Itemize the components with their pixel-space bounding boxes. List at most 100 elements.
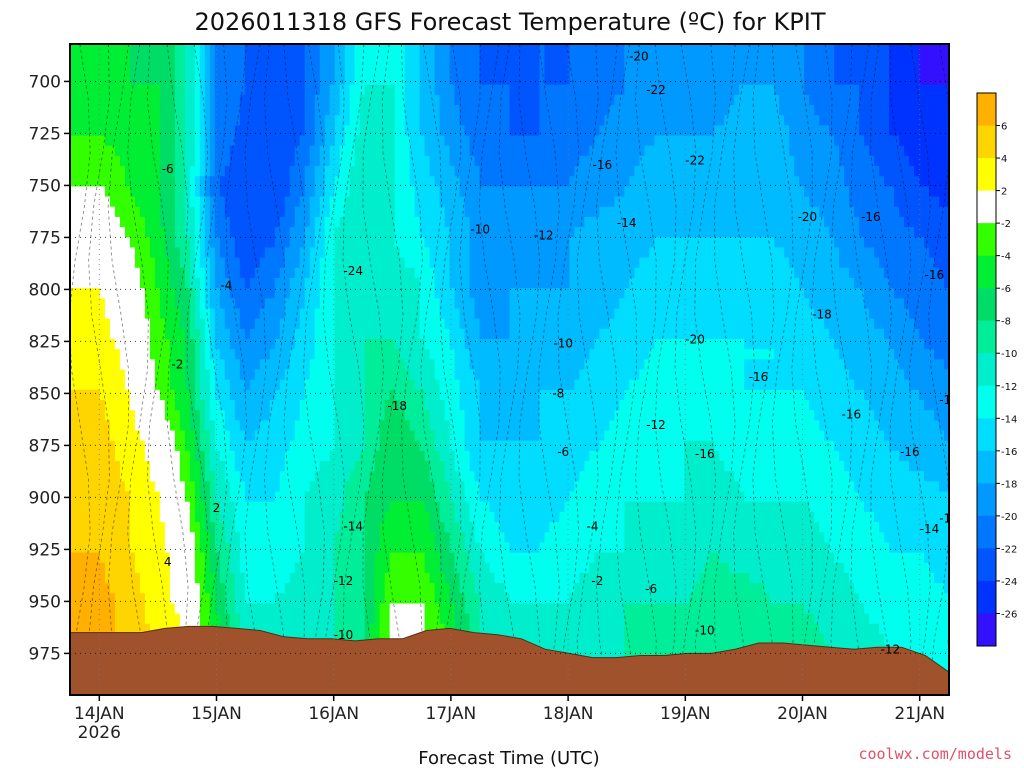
temperature-cell (70, 572, 76, 584)
temperature-cell (229, 338, 236, 350)
temperature-cell (314, 572, 321, 584)
temperature-cell (329, 318, 336, 330)
temperature-cell (234, 593, 241, 605)
temperature-cell (204, 196, 211, 208)
temperature-cell (214, 166, 221, 177)
temperature-cell (399, 389, 406, 401)
temperature-cell (309, 532, 316, 544)
temperature-cell (344, 84, 351, 96)
temperature-cell (394, 186, 401, 198)
temperature-cell (70, 349, 76, 360)
temperature-cell (159, 410, 166, 421)
temperature-cell (159, 328, 166, 340)
temperature-cell (94, 552, 101, 564)
temperature-cell (199, 145, 206, 157)
temperature-cell (339, 105, 346, 116)
temperature-cell (389, 379, 396, 391)
temperature-cell (194, 583, 201, 594)
temperature-cell (264, 176, 271, 187)
temperature-cell (114, 501, 121, 513)
temperature-cell (344, 176, 351, 187)
temperature-cell (449, 166, 456, 177)
temperature-cell (444, 461, 451, 472)
temperature-cell (149, 481, 156, 493)
temperature-cell (169, 216, 176, 228)
temperature-cell (299, 562, 306, 574)
temperature-cell (144, 440, 151, 452)
temperature-cell (70, 318, 76, 330)
temperature-cell (374, 522, 381, 533)
temperature-cell (309, 277, 316, 289)
temperature-cell (439, 369, 446, 381)
temperature-cell (294, 613, 301, 625)
temperature-cell (214, 94, 221, 106)
temperature-cell (189, 267, 196, 279)
temperature-cell (369, 532, 376, 544)
temperature-cell (369, 64, 376, 76)
temperature-cell (204, 318, 211, 330)
temperature-cell (219, 471, 226, 482)
temperature-cell (179, 74, 186, 86)
temperature-cell (349, 491, 356, 503)
temperature-cell (389, 125, 396, 137)
temperature-cell (154, 532, 161, 544)
temperature-cell (434, 44, 441, 55)
temperature-cell (249, 440, 256, 452)
temperature-cell (94, 623, 101, 635)
temperature-cell (134, 196, 141, 208)
temperature-cell (259, 196, 266, 208)
temperature-cell (134, 491, 141, 503)
temperature-cell (279, 196, 286, 208)
temperature-cell (254, 267, 261, 279)
temperature-cell (244, 277, 251, 289)
temperature-cell (89, 532, 96, 544)
temperature-cell (359, 145, 366, 157)
temperature-cell (169, 491, 176, 503)
temperature-cell (294, 522, 301, 533)
temperature-cell (70, 440, 76, 452)
temperature-cell (109, 572, 116, 584)
temperature-cell (274, 166, 281, 177)
temperature-cell (434, 166, 441, 177)
temperature-cell (364, 44, 371, 55)
temperature-cell (214, 572, 221, 584)
temperature-cell (349, 583, 356, 594)
temperature-cell (394, 145, 401, 157)
temperature-cell (304, 196, 311, 208)
temperature-cell (194, 84, 201, 96)
temperature-cell (284, 267, 291, 279)
temperature-cell (219, 155, 226, 167)
temperature-cell (124, 450, 131, 462)
temperature-cell (174, 613, 181, 625)
temperature-cell (94, 64, 101, 76)
temperature-cell (89, 257, 96, 269)
temperature-cell (199, 471, 206, 482)
temperature-cell (84, 430, 91, 442)
temperature-cell (294, 501, 301, 513)
temperature-cell (354, 176, 361, 187)
temperature-cell (414, 603, 421, 615)
temperature-cell (449, 491, 456, 503)
temperature-cell (239, 64, 246, 76)
temperature-cell (374, 166, 381, 177)
temperature-cell (214, 359, 221, 371)
temperature-cell (154, 359, 161, 371)
temperature-cell (299, 125, 306, 137)
temperature-cell (259, 247, 266, 259)
temperature-cell (194, 481, 201, 493)
temperature-cell (239, 562, 246, 574)
temperature-cell (329, 481, 336, 493)
temperature-cell (94, 410, 101, 421)
temperature-cell (344, 572, 351, 584)
temperature-cell (314, 257, 321, 269)
temperature-cell (409, 471, 416, 482)
temperature-cell (224, 593, 231, 605)
temperature-cell (154, 166, 161, 177)
temperature-cell (129, 501, 136, 513)
temperature-cell (264, 44, 271, 55)
temperature-cell (354, 196, 361, 208)
temperature-cell (294, 420, 301, 432)
temperature-cell (259, 206, 266, 218)
temperature-cell (449, 501, 456, 513)
temperature-cell (159, 603, 166, 615)
